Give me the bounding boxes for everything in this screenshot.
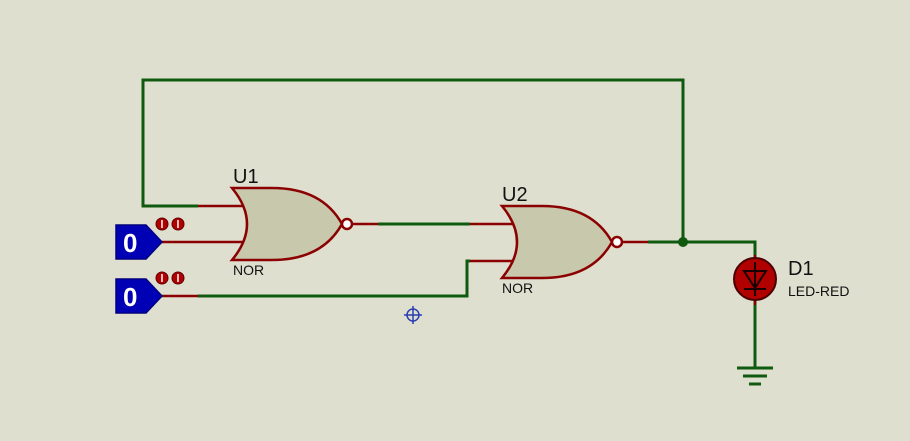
logic-input-b[interactable]: 0 [115, 271, 198, 314]
u2-to-led-wire[interactable] [648, 240, 757, 258]
feedback-wire[interactable] [141, 78, 685, 242]
u2-type-label: NOR [502, 280, 533, 296]
d1-ref-label: D1 [788, 258, 814, 280]
nor-gate-u1[interactable]: U1 NOR [160, 166, 378, 278]
logic-input-b-box [115, 278, 164, 314]
logic-input-b-value: 0 [123, 282, 137, 312]
wires [141, 78, 757, 368]
d1-type-label: LED-RED [788, 283, 849, 299]
ground-icon [737, 366, 773, 386]
u1-output-bubble [340, 217, 354, 231]
u2-gate-body [499, 204, 614, 280]
led-d1[interactable]: D1 LED-RED [733, 255, 849, 305]
logic-input-a-box [115, 224, 164, 260]
u2-ref-label: U2 [502, 184, 528, 206]
logic-input-a-value: 0 [123, 228, 137, 258]
u2-output-bubble [610, 235, 624, 249]
u1-ref-label: U1 [233, 166, 259, 188]
u1-gate-body [229, 186, 344, 262]
nor-gate-u2[interactable]: U2 NOR [470, 184, 648, 296]
junction-dot [678, 237, 688, 247]
input-b-to-u2-wire[interactable] [198, 259, 470, 298]
crosshair-cursor-icon [404, 306, 422, 324]
u1-type-label: NOR [233, 262, 264, 278]
logic-input-a[interactable]: 0 [115, 217, 185, 260]
